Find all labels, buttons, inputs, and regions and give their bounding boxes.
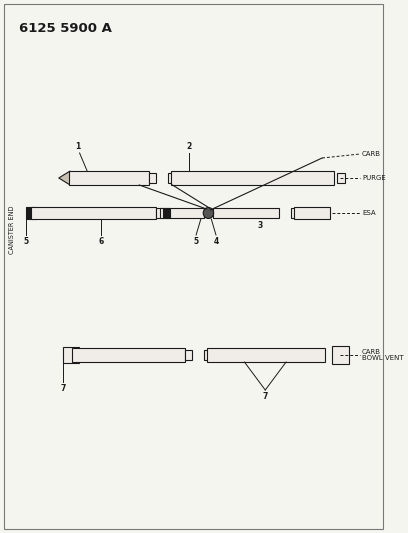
Circle shape — [203, 207, 214, 219]
Text: 1: 1 — [75, 142, 80, 151]
Bar — [163, 208, 170, 218]
Text: PURGE: PURGE — [362, 175, 386, 181]
Text: 3: 3 — [258, 221, 263, 230]
Text: 5: 5 — [23, 237, 28, 246]
Bar — [160, 208, 204, 218]
Bar — [72, 348, 185, 362]
Bar — [337, 173, 345, 183]
Text: 5: 5 — [193, 237, 199, 246]
Text: CARB: CARB — [362, 151, 381, 157]
Text: CANISTER END: CANISTER END — [9, 206, 16, 254]
Bar — [294, 207, 330, 219]
Bar — [64, 347, 79, 363]
Polygon shape — [59, 171, 70, 185]
Bar — [291, 208, 298, 218]
Bar — [185, 350, 192, 360]
Bar — [26, 207, 36, 219]
Bar — [204, 350, 211, 360]
Bar — [206, 348, 325, 362]
Text: 6: 6 — [99, 237, 104, 246]
Bar — [168, 173, 175, 183]
Text: 2: 2 — [186, 142, 191, 151]
Text: 7: 7 — [61, 384, 66, 393]
Bar — [149, 173, 156, 183]
Text: CARB
BOWL VENT: CARB BOWL VENT — [362, 349, 404, 361]
Bar — [213, 208, 279, 218]
Text: 7: 7 — [263, 392, 268, 401]
Bar — [332, 346, 348, 364]
Bar — [156, 208, 163, 218]
Text: ESA: ESA — [362, 210, 375, 216]
Bar — [171, 171, 335, 185]
Bar — [31, 207, 156, 219]
Bar — [69, 171, 149, 185]
Text: 4: 4 — [213, 237, 219, 246]
Text: 6125 5900 A: 6125 5900 A — [19, 22, 112, 35]
